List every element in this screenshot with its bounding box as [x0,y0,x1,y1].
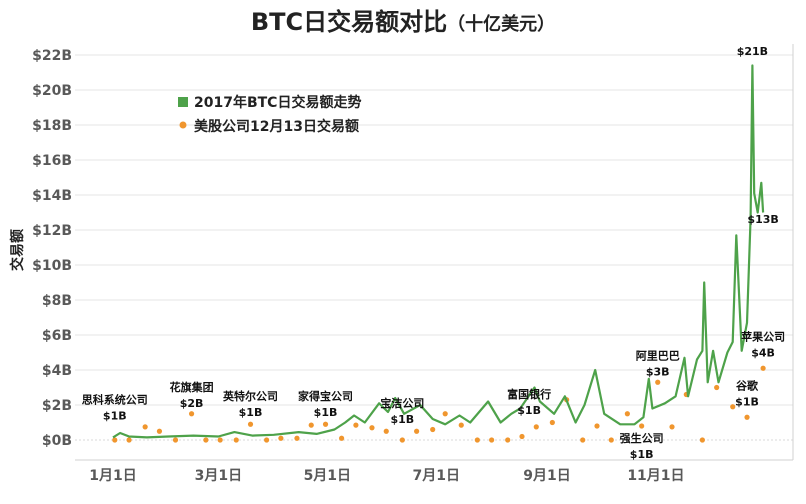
annotation-company: 花旗集团 [170,380,214,394]
annotation-company: 阿里巴巴 [636,349,680,363]
annotation-company: 谷歌 [736,378,759,392]
annotation-company: 苹果公司 [741,329,785,343]
gridlines [75,54,793,441]
y-tick-label: $4B [42,363,72,379]
stock-dot [669,424,675,430]
annotation-amount: $13B [747,213,778,226]
stock-dot [369,425,375,431]
stock-dot [112,437,118,443]
annotation-company: 家得宝公司 [298,389,353,403]
legend-swatch-stocks [179,121,187,129]
y-tick-label: $22B [32,48,72,64]
stock-dot [126,437,132,443]
x-tick-label: 1月1日 [89,468,136,484]
stock-dot [594,423,600,429]
stock-dot [399,437,405,443]
legend-swatch-btc [178,97,188,107]
annotation-amount: $21B [737,45,768,58]
x-axis: 1月1日 3月1日 5月1日 7月1日 9月1日 11月1日 [89,468,684,484]
stock-dot [188,411,195,417]
stock-dot [458,422,464,428]
stock-dot [322,421,329,427]
stock-dot [624,411,630,417]
stock-dot [533,424,539,430]
x-tick-label: 9月1日 [523,468,570,484]
stock-dot [699,437,705,443]
y-tick-label: $12B [32,223,72,239]
annotation-company: 思科系统公司 [82,392,148,406]
stock-dot [730,404,736,410]
annotation-amount: $1B [103,409,127,422]
stock-dot [217,437,223,443]
stock-dot [278,435,284,441]
stock-dot [608,437,614,443]
annotations: 思科系统公司 $1B 花旗集团 $2B 英特尔公司 $1B 家得宝公司 $1B 宝洁公司 $1B 富… [82,45,785,461]
annotation-amount: $2B [180,397,204,410]
annotation-company: 英特尔公司 [222,389,278,403]
legend-label-stocks: 美股公司12月13日交易额 [194,118,359,135]
x-tick-label: 5月1日 [304,468,351,484]
stock-dot [383,428,389,434]
title-main: BTC日交易额对比 [251,8,447,36]
btc-volume-line [112,64,765,439]
svg-text:BTC日交易额对比（十亿美元）: BTC日交易额对比（十亿美元） [251,8,555,36]
stock-dot [233,437,239,443]
stock-dot [156,428,163,434]
stock-dot [172,437,179,443]
y-tick-label: $16B [32,153,72,169]
y-tick-label: $0B [42,433,72,449]
stock-dot [580,437,586,443]
stock-dot [489,437,495,443]
annotation-amount: $1B [314,406,338,419]
stock-dot [549,419,555,426]
annotation-amount: $1B [735,395,759,408]
stock-dot [308,422,314,428]
stock-dot [203,437,209,443]
stock-dot [142,424,148,430]
stock-dot [505,437,511,443]
y-tick-label: $18B [32,118,72,134]
annotation-amount: $1B [630,448,654,461]
chart-title: BTC日交易额对比（十亿美元） [251,8,555,36]
stock-dot [519,433,525,440]
y-axis-label: 交易额 [9,229,26,271]
annotation-amount: $1B [239,406,263,419]
stock-dots [112,365,766,443]
stock-dot [760,365,766,371]
stock-dot [639,423,645,429]
stock-dot [247,421,254,427]
y-tick-label: $14B [32,188,72,204]
annotation-company: 强生公司 [620,431,664,445]
stock-dot [339,435,345,441]
annotation-company: 宝洁公司 [380,396,424,410]
legend: 2017年BTC日交易额走势 美股公司12月13日交易额 [178,94,361,135]
annotation-amount: $3B [646,366,670,379]
stock-dot [294,435,300,441]
y-tick-label: $8B [42,293,72,309]
y-axis: $0B $2B $4B $6B $8B $10B $12B $14B $16B $18B $20B $… [32,48,72,449]
y-tick-label: $2B [42,398,72,414]
x-tick-label: 7月1日 [413,468,460,484]
stock-dot [263,437,270,443]
stock-dot [474,437,480,443]
stock-dot [655,379,661,385]
title-unit: （十亿美元） [447,13,555,35]
stock-dot [353,422,359,428]
annotation-company: 富国银行 [507,387,551,401]
stock-dot [442,411,448,417]
stock-dot [744,414,750,420]
stock-dot [414,428,420,434]
y-tick-label: $10B [32,258,72,274]
legend-label-btc: 2017年BTC日交易额走势 [194,94,361,111]
annotation-amount: $4B [751,346,775,359]
annotation-amount: $1B [517,404,541,417]
x-tick-label: 3月1日 [195,468,242,484]
stock-dot [430,426,436,433]
stock-dot [714,384,720,391]
y-tick-label: $6B [42,328,72,344]
x-tick-label: 11月1日 [627,468,684,484]
y-tick-label: $20B [32,83,72,99]
annotation-amount: $1B [390,413,414,426]
